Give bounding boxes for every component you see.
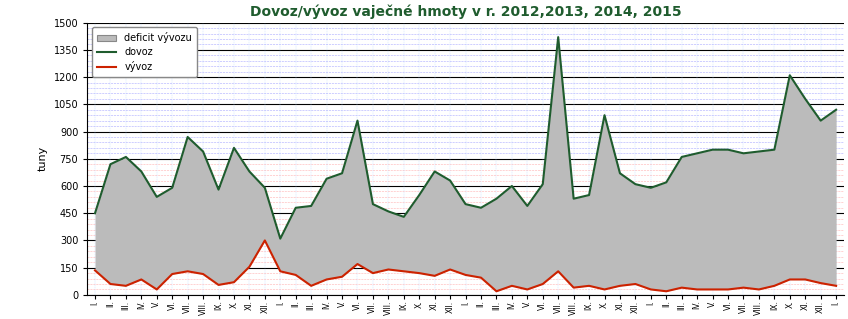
Title: Dovoz/vývoz vaječné hmoty v r. 2012,2013, 2014, 2015: Dovoz/vývoz vaječné hmoty v r. 2012,2013… [250, 4, 682, 19]
Y-axis label: tuny: tuny [38, 146, 48, 171]
Legend: deficit vývozu, dovoz, vývoz: deficit vývozu, dovoz, vývoz [92, 27, 197, 77]
